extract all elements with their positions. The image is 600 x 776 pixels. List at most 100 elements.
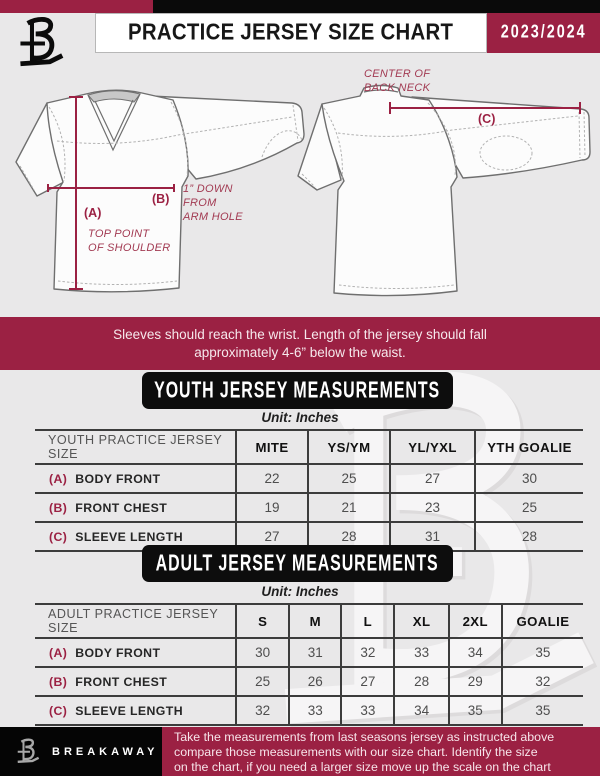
footer-note-block: Take the measurements from last seasons …	[162, 727, 600, 776]
label-c-key: (C)	[478, 112, 495, 126]
size-column-header: MITE	[235, 430, 308, 465]
youth-unit-label: Unit: Inches	[261, 410, 339, 425]
size-column-header: S	[235, 604, 290, 639]
breakaway-logo-small-icon	[17, 738, 40, 763]
size-column-header: M	[288, 604, 342, 639]
page-title-box: PRACTICE JERSEY SIZE CHART	[95, 13, 487, 53]
value-cell: 22	[235, 464, 308, 494]
label-c-desc: BACK NECK	[364, 82, 431, 94]
measure-key: (B)	[49, 674, 68, 689]
size-column-header: YS/YM	[306, 430, 391, 465]
value-cell: 30	[235, 638, 290, 668]
value-cell: 30	[474, 464, 583, 494]
value-cell: 25	[474, 493, 583, 523]
value-cell: 34	[447, 638, 502, 668]
youth-measurements-table: YOUTH PRACTICE JERSEY SIZE MITE YS/YM YL/YX…	[35, 429, 583, 552]
measure-name: BODY FRONT	[75, 645, 161, 660]
brand-name: BREAKAWAY	[52, 745, 159, 758]
season-badge: 2023/2024	[487, 13, 600, 53]
value-cell: 31	[288, 638, 342, 668]
value-cell: 27	[389, 464, 476, 494]
season-label: 2023/2024	[500, 22, 587, 43]
top-strip-black-segment	[153, 0, 600, 13]
measure-key: (C)	[49, 529, 68, 544]
top-strip-maroon-segment	[0, 0, 153, 13]
measure-name: FRONT CHEST	[75, 500, 168, 515]
value-cell: 28	[393, 667, 449, 697]
measure-label-cell: (B) FRONT CHEST	[35, 493, 237, 523]
label-b-desc: 1” DOWN	[183, 183, 233, 195]
measure-label-cell: (A) BODY FRONT	[35, 464, 237, 494]
value-cell: 23	[389, 493, 476, 523]
value-cell: 34	[393, 696, 449, 726]
size-column-header: XL	[393, 604, 449, 639]
measurement-lines	[47, 96, 581, 290]
value-cell: 33	[340, 696, 395, 726]
footer: BREAKAWAY Take the measurements from las…	[0, 727, 600, 776]
youth-section-banner: YOUTH JERSEY MEASUREMENTS	[142, 372, 453, 409]
label-a-desc: TOP POINT	[88, 228, 150, 240]
table-header-row: ADULT PRACTICE JERSEY SIZE S M L XL 2XL GOALIE	[35, 604, 583, 639]
measure-key: (C)	[49, 703, 68, 718]
table-title-cell: ADULT PRACTICE JERSEY SIZE	[35, 604, 237, 639]
value-cell: 29	[447, 667, 502, 697]
value-cell: 35	[500, 696, 583, 726]
size-column-header: GOALIE	[500, 604, 583, 639]
footer-note-line3: on the chart, if you need a larger size …	[174, 759, 551, 774]
front-jersey-drawing	[15, 89, 305, 293]
value-cell: 33	[393, 638, 449, 668]
adult-measurements-table: ADULT PRACTICE JERSEY SIZE S M L XL 2XL GOALIE…	[35, 603, 583, 726]
label-b-key: (B)	[152, 192, 169, 206]
value-cell: 19	[235, 493, 308, 523]
value-cell: 28	[474, 522, 583, 552]
value-cell: 21	[306, 493, 391, 523]
diagram-annotations: (A) TOP POINT OF SHOULDER (B) 1” DOWN FR…	[84, 68, 495, 254]
value-cell: 25	[235, 667, 290, 697]
value-cell: 25	[306, 464, 391, 494]
value-cell: 32	[235, 696, 290, 726]
table-header-row: YOUTH PRACTICE JERSEY SIZE MITE YS/YM YL/YX…	[35, 430, 583, 465]
value-cell: 27	[340, 667, 395, 697]
table-row: (B) FRONT CHEST 25 26 27 28 29 32	[35, 667, 583, 697]
fit-notice-banner: Sleeves should reach the wrist. Length o…	[0, 317, 600, 370]
table-row: (A) BODY FRONT 30 31 32 33 34 35	[35, 638, 583, 668]
footer-brand-block: BREAKAWAY	[0, 727, 162, 776]
measure-label-cell: (C) SLEEVE LENGTH	[35, 522, 237, 552]
value-cell: 26	[288, 667, 342, 697]
label-a-desc: OF SHOULDER	[88, 242, 171, 254]
measure-label-cell: (B) FRONT CHEST	[35, 667, 237, 697]
table-row: (C) SLEEVE LENGTH 32 33 33 34 35 35	[35, 696, 583, 726]
fit-notice-line1: Sleeves should reach the wrist. Length o…	[113, 326, 487, 342]
fit-notice-line2: approximately 4-6” below the waist.	[194, 344, 406, 360]
label-b-desc: ARM HOLE	[182, 211, 243, 223]
measure-label-cell: (A) BODY FRONT	[35, 638, 237, 668]
label-a-key: (A)	[84, 206, 101, 220]
footer-note-line1: Take the measurements from last seasons …	[174, 730, 555, 744]
size-column-header: L	[340, 604, 395, 639]
table-row: (B) FRONT CHEST 19 21 23 25	[35, 493, 583, 523]
measure-name: FRONT CHEST	[75, 674, 168, 689]
footer-note-line2: compare those measurements with our size…	[174, 744, 538, 759]
adult-banner-label: ADULT JERSEY MEASUREMENTS	[156, 550, 439, 576]
youth-banner-label: YOUTH JERSEY MEASUREMENTS	[154, 377, 441, 403]
back-jersey-drawing	[297, 84, 591, 297]
measure-key: (A)	[49, 645, 68, 660]
size-column-header: YTH GOALIE	[474, 430, 583, 465]
adult-section-banner: ADULT JERSEY MEASUREMENTS	[142, 545, 453, 582]
label-c-desc: CENTER OF	[364, 68, 431, 80]
value-cell: 35	[500, 638, 583, 668]
breakaway-logo-icon	[19, 15, 69, 73]
value-cell: 32	[340, 638, 395, 668]
measure-name: BODY FRONT	[75, 471, 161, 486]
size-column-header: YL/YXL	[389, 430, 476, 465]
measure-key: (B)	[49, 500, 68, 515]
label-b-desc: FROM	[183, 197, 217, 209]
adult-unit-label: Unit: Inches	[261, 584, 339, 599]
measure-name: SLEEVE LENGTH	[75, 529, 183, 544]
measure-name: SLEEVE LENGTH	[75, 703, 183, 718]
measure-label-cell: (C) SLEEVE LENGTH	[35, 696, 237, 726]
jersey-measurement-diagram: (A) TOP POINT OF SHOULDER (B) 1” DOWN FR…	[15, 68, 591, 297]
top-accent-strip	[0, 0, 600, 13]
measure-key: (A)	[49, 471, 68, 486]
